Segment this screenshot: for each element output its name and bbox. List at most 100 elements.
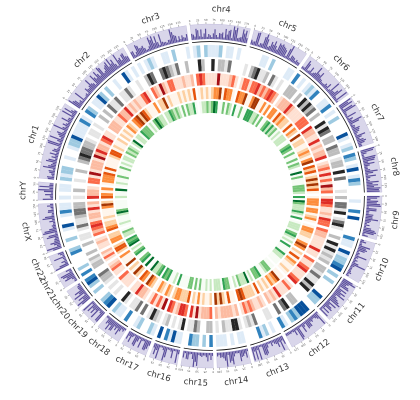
heatmap-cell — [313, 152, 326, 160]
heatmap-cell — [195, 73, 200, 86]
histogram-bar — [246, 348, 249, 352]
histogram-bar — [322, 83, 328, 88]
histogram-bar — [85, 93, 90, 97]
heatmap-cell — [340, 240, 353, 249]
heatmap-cell — [285, 127, 297, 137]
histogram-bar — [46, 245, 62, 252]
heatmap-cell — [213, 73, 218, 86]
histogram-bar — [333, 291, 345, 301]
axis-tick — [70, 92, 72, 94]
histogram-bar — [174, 35, 178, 43]
histogram-bar — [163, 42, 166, 46]
histogram-bar — [366, 180, 370, 182]
heatmap-cell — [155, 116, 165, 128]
histogram-bar — [66, 273, 75, 279]
heatmap-cell — [302, 222, 315, 229]
heatmap-cell — [154, 117, 163, 129]
histogram-bar — [337, 287, 347, 295]
heatmap-cell — [97, 239, 110, 248]
histogram-bar — [170, 32, 175, 44]
histogram-bar — [105, 58, 116, 72]
heatmap-cell — [90, 162, 104, 169]
histogram-bar — [304, 320, 311, 329]
heatmap-cell — [114, 242, 126, 251]
tick-label: 25 — [129, 36, 134, 41]
heatmap-cell — [187, 333, 193, 346]
heatmap-cell — [145, 89, 154, 102]
heatmap-cell — [168, 64, 175, 77]
heatmap-cell — [93, 154, 106, 161]
histogram-bar — [89, 75, 100, 86]
histogram-bar — [59, 252, 65, 256]
heatmap-cell — [116, 137, 129, 146]
histogram-bar — [317, 78, 322, 83]
axis-tick — [43, 245, 46, 247]
heatmap-cell — [216, 292, 220, 305]
heatmap-cell — [262, 276, 272, 288]
histogram-bar — [276, 337, 280, 343]
axis-tick — [87, 318, 90, 321]
heatmap-cell — [155, 310, 164, 324]
histogram-bar — [84, 96, 88, 99]
tick-label: 75 — [226, 369, 230, 373]
heatmap-cell — [115, 181, 128, 186]
tick-label: 0 — [250, 365, 253, 369]
heatmap-cell — [79, 152, 92, 160]
histogram-bar — [81, 297, 91, 305]
axis-tick — [369, 131, 372, 133]
heatmap-cell — [200, 306, 205, 319]
heatmap-cell — [143, 272, 153, 284]
histogram-bar — [54, 239, 60, 243]
heatmap-cell — [244, 270, 252, 283]
heatmap-cell — [313, 234, 326, 242]
histogram-bar — [214, 29, 216, 40]
tick-label: 75 — [35, 228, 40, 232]
histogram-bar — [96, 73, 104, 82]
histogram-bar — [212, 33, 214, 40]
heatmap-cell — [185, 103, 191, 116]
heatmap-cell — [260, 260, 270, 272]
tick-label: 0 — [289, 350, 293, 354]
histogram-bar — [185, 351, 188, 359]
heatmap-cell — [99, 270, 112, 280]
heatmap-cell — [92, 156, 105, 164]
histogram-bar — [314, 312, 326, 324]
tick-label: 25 — [374, 250, 379, 255]
histogram-bar — [118, 57, 124, 66]
heatmap-cell — [100, 195, 114, 199]
histogram-bar — [290, 56, 295, 62]
heatmap-cell — [73, 210, 87, 216]
histogram-bar — [64, 258, 67, 261]
heatmap-cell — [260, 277, 270, 290]
histogram-bar — [64, 275, 75, 282]
histogram-bar — [348, 116, 362, 124]
heatmap-cell — [222, 305, 228, 319]
histogram-bar — [257, 44, 260, 47]
histogram-bar — [92, 304, 98, 309]
heatmap-cell — [225, 277, 231, 290]
heatmap-cell — [223, 88, 228, 101]
histogram-bar — [124, 56, 130, 63]
heatmap-cell — [249, 112, 258, 125]
heatmap-cell — [225, 102, 230, 115]
heatmap-cell — [208, 87, 212, 100]
axis-arc-chr11 — [317, 276, 342, 308]
heatmap-cell — [261, 308, 270, 321]
heatmap-cell — [292, 205, 305, 210]
heatmap-cell — [104, 129, 117, 139]
tick-label: 200 — [106, 48, 113, 54]
histogram-bar — [189, 351, 191, 355]
histogram-bar — [175, 349, 177, 352]
axis-arc-chr18 — [109, 312, 129, 328]
histogram-bar — [324, 83, 332, 90]
heatmap-cell — [264, 256, 275, 268]
heatmap-cell — [298, 99, 310, 111]
heatmap-cell — [256, 100, 265, 113]
tick-label: 25 — [66, 88, 71, 93]
tick-label: 25 — [54, 281, 59, 286]
heatmap-cell — [214, 306, 219, 319]
heatmap-cell — [287, 273, 298, 285]
heatmap-cell — [254, 99, 263, 111]
axis-tick — [266, 358, 268, 361]
histogram-bar — [141, 45, 146, 54]
